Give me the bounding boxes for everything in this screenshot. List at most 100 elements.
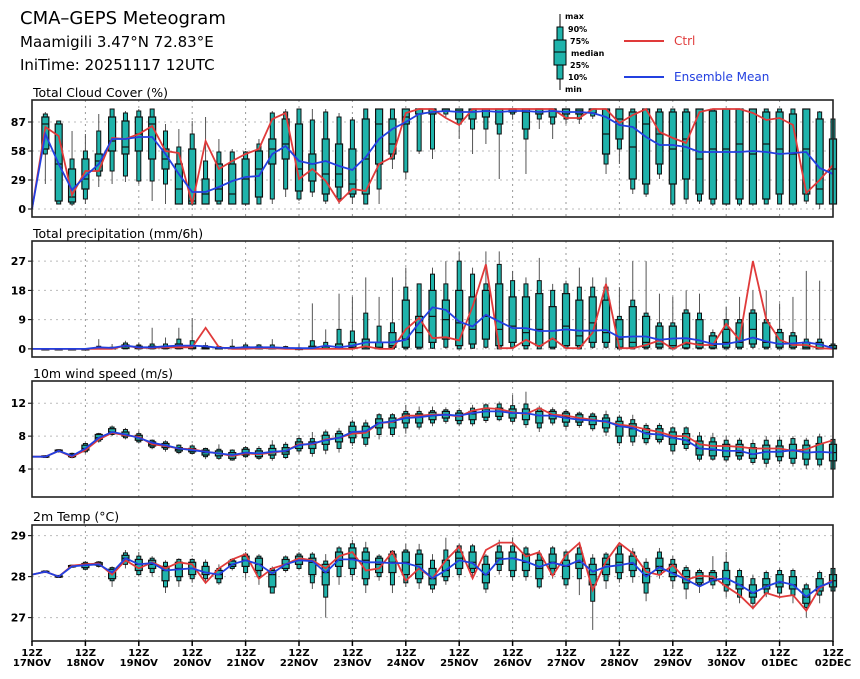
x-tick-hour-label: 12Z	[395, 648, 416, 659]
box-plot	[775, 303, 784, 350]
box-plot	[161, 560, 170, 594]
box-plot	[334, 293, 344, 350]
box-plot	[615, 414, 624, 446]
ensemble-mean-line	[31, 557, 834, 598]
box-plot	[348, 117, 357, 204]
box-p25-p75	[548, 553, 557, 570]
box-p25-p75	[708, 335, 717, 349]
y-tick-label: 0	[18, 343, 26, 356]
box-p25-p75	[535, 293, 544, 347]
y-tick-label: 8	[18, 430, 26, 443]
box-p25-p75	[481, 408, 490, 418]
x-tick-hour-label: 12Z	[235, 648, 256, 659]
x-tick-date-label: 26NOV	[493, 658, 532, 669]
box-p25-p75	[468, 108, 477, 120]
box-plot	[695, 293, 704, 350]
box-plot	[388, 108, 397, 169]
box-plot	[802, 582, 811, 618]
box-plot	[508, 270, 517, 349]
box-plot	[121, 111, 130, 182]
box-p25-p75	[682, 111, 691, 180]
box-plot	[708, 329, 717, 350]
box-plot	[561, 280, 571, 349]
box-plot	[748, 108, 758, 206]
box-plot	[722, 552, 731, 598]
box-p25-p75	[481, 563, 490, 584]
x-tick-hour-label: 12Z	[662, 648, 683, 659]
x-tick-hour-label: 12Z	[21, 648, 42, 659]
box-plot	[535, 257, 544, 350]
box-p25-p75	[361, 551, 370, 580]
x-tick-hour-label: 12Z	[502, 648, 523, 659]
box-plot	[334, 113, 344, 204]
box-plot	[495, 108, 504, 179]
box-p25-p75	[401, 299, 410, 348]
box-p25-p75	[655, 557, 664, 572]
y-tick-label: 27	[11, 255, 26, 268]
box-plot	[708, 556, 717, 589]
legend-max: max	[565, 12, 585, 21]
wind-speed-panel: 10m wind speed (m/s) 4 8 12	[11, 366, 838, 498]
x-tick-date-label: 30NOV	[707, 658, 746, 669]
box-p25-p75	[748, 312, 758, 345]
box-plot	[668, 108, 677, 206]
box-p25-p75	[214, 163, 223, 202]
box-plot	[481, 108, 490, 144]
y-tick-label: 29	[11, 174, 26, 187]
box-p25-p75	[628, 111, 637, 180]
box-plot	[361, 277, 370, 350]
x-tick-date-label: 18NOV	[66, 658, 105, 669]
box-plot	[361, 541, 370, 594]
box-plot	[388, 277, 397, 350]
x-tick-hour-label: 12Z	[182, 648, 203, 659]
box-plot	[548, 108, 557, 139]
y-tick-label: 18	[11, 284, 26, 297]
box-plot	[695, 108, 704, 204]
box-plot	[788, 296, 798, 350]
box-plot	[401, 108, 410, 179]
box-p25-p75	[628, 306, 637, 348]
box-plot	[308, 303, 317, 350]
box-plot	[588, 412, 597, 432]
x-tick-date-label: 01DEC	[761, 658, 797, 669]
box-p25-p75	[107, 116, 117, 152]
box-plot	[815, 111, 824, 209]
y-tick-label: 87	[11, 116, 26, 129]
x-tick-date-label: 17NOV	[13, 658, 52, 669]
legend-p10: 10%	[568, 73, 587, 82]
legend-mean-label: Ensemble Mean	[674, 70, 769, 84]
box-plot	[628, 414, 637, 446]
box-p25-p75	[748, 108, 758, 205]
box-p25-p75	[641, 108, 651, 185]
box-plot	[735, 108, 744, 206]
legend-p90: 90%	[568, 25, 587, 34]
panel-title: Total Cloud Cover (%)	[32, 85, 168, 100]
box-plot	[294, 108, 304, 201]
box-plot	[708, 108, 717, 206]
box-plot	[214, 139, 223, 205]
box-plot	[308, 109, 317, 197]
x-tick-date-label: 19NOV	[120, 658, 159, 669]
box-plot	[375, 296, 384, 350]
box-p25-p75	[535, 559, 544, 580]
box-p25-p75	[174, 163, 183, 205]
box-plot	[575, 267, 584, 350]
box-plot	[441, 261, 450, 349]
box-plot	[722, 436, 731, 463]
x-tick-date-label: 21NOV	[226, 658, 265, 669]
box-plot	[748, 439, 758, 465]
box-p25-p75	[722, 328, 731, 348]
box-p25-p75	[668, 111, 677, 185]
y-tick-label: 12	[11, 397, 26, 410]
box-p25-p75	[415, 315, 424, 348]
x-tick-date-label: 23NOV	[333, 658, 372, 669]
box-p25-p75	[655, 325, 664, 348]
box-plot	[321, 429, 330, 455]
box-plot	[561, 408, 571, 430]
box-p25-p75	[508, 296, 517, 343]
box-p25-p75	[655, 111, 664, 165]
location-label: Maamigili 3.47°N 72.83°E	[20, 33, 214, 51]
box-plot	[268, 440, 277, 461]
box-plot	[508, 394, 517, 424]
box-p25-p75	[161, 565, 170, 582]
